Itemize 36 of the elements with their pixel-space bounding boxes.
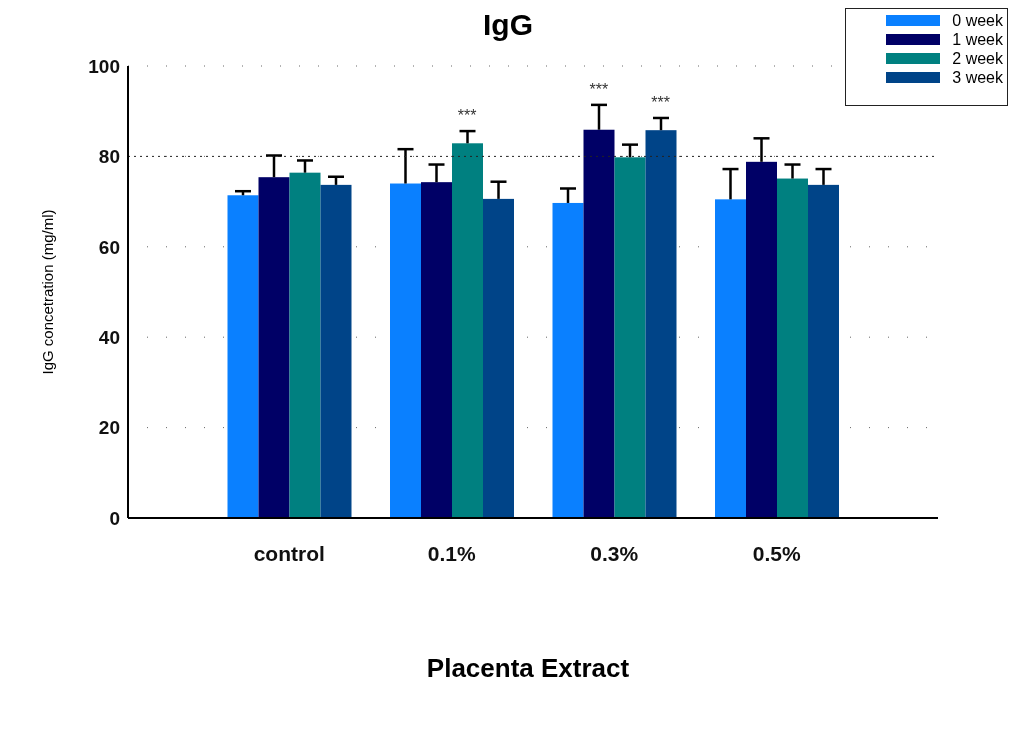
bar [746, 161, 777, 518]
bar [777, 178, 808, 518]
bar [614, 157, 646, 518]
x-tick-label: 0.5% [752, 541, 802, 565]
bar [808, 184, 839, 518]
y-tick-label: 20 [98, 417, 120, 439]
x-tick-label: control [253, 541, 325, 565]
annotation: *** [588, 80, 610, 99]
y-tick-label: 60 [98, 236, 120, 258]
annotation: *** [650, 93, 671, 112]
legend-label: 0 week [952, 11, 1003, 30]
bar [583, 129, 615, 518]
legend-label: 1 week [952, 30, 1003, 49]
bar [452, 143, 483, 518]
annotation: *** [456, 107, 478, 126]
x-axis-title: Placenta Extract [425, 653, 631, 684]
bar [645, 130, 677, 518]
bar [421, 182, 452, 518]
bar [320, 184, 352, 518]
legend-label: 2 week [952, 49, 1003, 68]
bar [227, 195, 259, 518]
x-tick-label: 0.1% [427, 541, 477, 565]
y-tick-label: 0 [109, 507, 120, 529]
bar [483, 198, 514, 518]
x-tick-label: 0.3% [590, 541, 639, 565]
bar [715, 199, 746, 518]
bar [258, 177, 290, 518]
bar [552, 202, 584, 518]
y-axis-title: IgG concetration (mg/ml) [39, 209, 57, 375]
y-tick-label: 100 [88, 55, 120, 77]
y-tick-label: 80 [98, 146, 120, 168]
legend-label: 3 week [952, 68, 1003, 87]
bar [390, 183, 421, 518]
bar [289, 172, 321, 518]
y-tick-label: 40 [98, 326, 120, 348]
chart-title: IgG [483, 8, 533, 41]
